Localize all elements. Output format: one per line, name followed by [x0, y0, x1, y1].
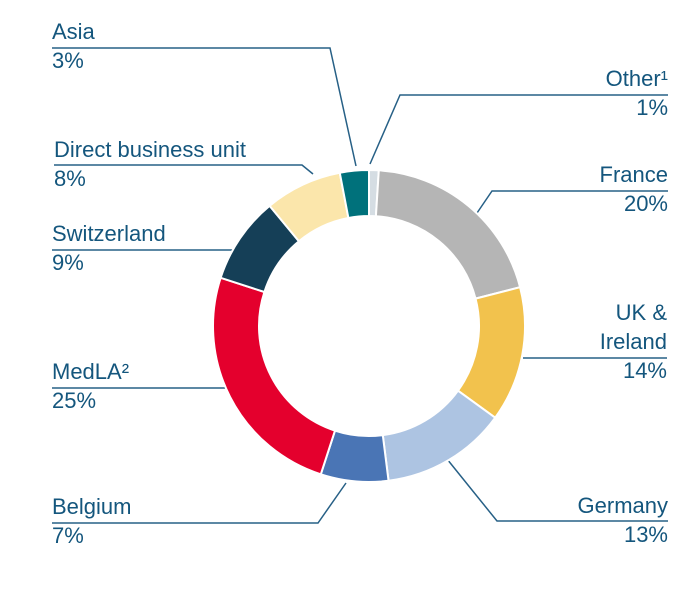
- callout-germany: Germany 13%: [578, 491, 668, 549]
- callout-direct-business-unit-value: 8%: [54, 166, 86, 191]
- callout-switzerland: Switzerland 9%: [52, 219, 166, 277]
- callout-other-label: Other¹: [605, 66, 668, 91]
- callout-uk-ireland-label-line2: Ireland: [599, 329, 667, 354]
- callout-uk-ireland: UK & Ireland 14%: [600, 298, 667, 385]
- leader-line-belgium: [52, 482, 347, 524]
- leader-line-asia: [52, 47, 357, 167]
- callout-medla-label: MedLA²: [52, 359, 130, 384]
- callout-belgium-label: Belgium: [52, 494, 132, 519]
- donut-slices: [212, 168, 527, 483]
- callout-france-label: France: [599, 162, 668, 187]
- callout-france: France 20%: [600, 160, 668, 218]
- leader-line-france: [476, 190, 668, 214]
- callout-asia: Asia 3%: [52, 17, 95, 75]
- callout-germany-label: Germany: [577, 493, 668, 518]
- callout-germany-value: 13%: [623, 522, 668, 547]
- callout-direct-business-unit-label: Direct business unit: [54, 137, 246, 162]
- callout-asia-label: Asia: [52, 19, 95, 44]
- leader-lines: [52, 47, 668, 524]
- callout-other-value: 1%: [636, 95, 668, 120]
- callout-direct-business-unit: Direct business unit 8%: [54, 135, 246, 193]
- callout-other: Other¹ 1%: [606, 64, 668, 122]
- callout-switzerland-label: Switzerland: [52, 221, 166, 246]
- leader-line-germany: [446, 458, 668, 522]
- callout-medla: MedLA² 25%: [52, 357, 129, 415]
- callout-uk-ireland-label-line1: UK &: [615, 300, 667, 325]
- callout-france-value: 20%: [623, 191, 668, 216]
- callout-medla-value: 25%: [52, 388, 97, 413]
- slice-france: [374, 169, 522, 300]
- leader-line-other: [369, 94, 668, 165]
- leader-line-direct: [54, 164, 314, 175]
- callout-belgium-value: 7%: [52, 523, 84, 548]
- callout-switzerland-value: 9%: [52, 250, 84, 275]
- slice-asia: [338, 168, 370, 220]
- callout-uk-ireland-value: 14%: [622, 358, 667, 383]
- callout-asia-value: 3%: [52, 48, 84, 73]
- callout-belgium: Belgium 7%: [52, 492, 131, 550]
- slice-medla: [212, 276, 337, 476]
